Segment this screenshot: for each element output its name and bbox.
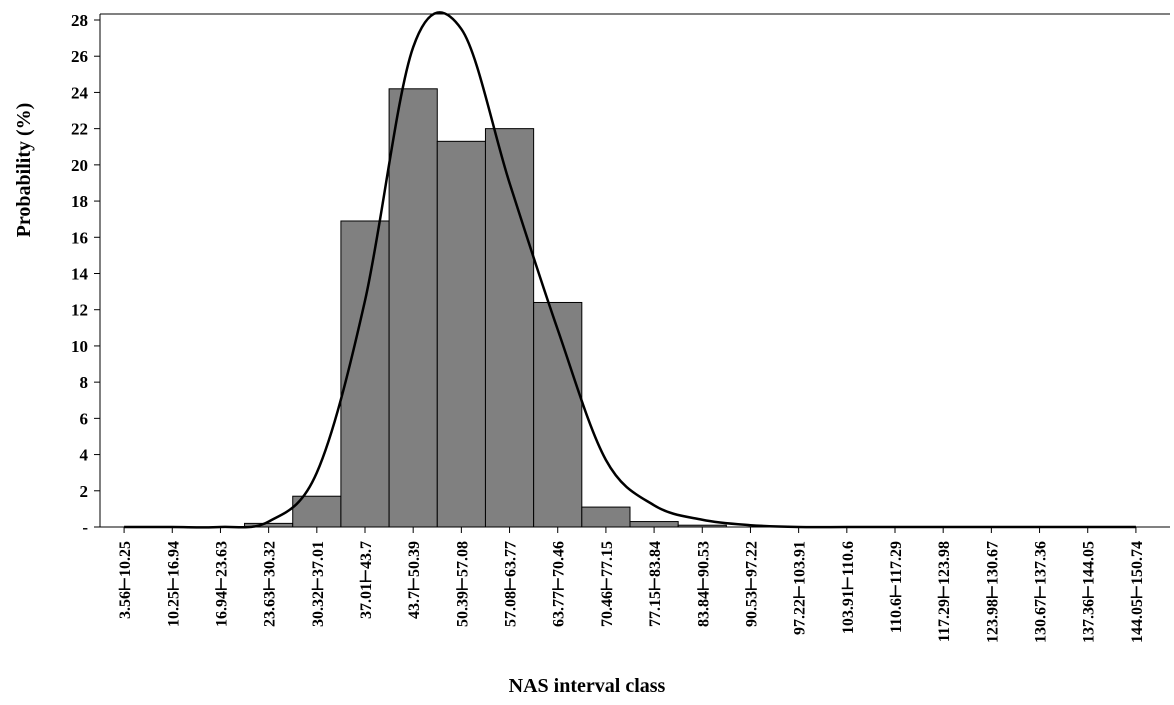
x-tick-label: 50.39⊢57.08 <box>454 541 471 627</box>
x-tick-label: 130.67⊢137.36 <box>1033 541 1050 643</box>
y-axis-title: Probability (%) <box>13 103 35 238</box>
y-tick-label: 26 <box>71 47 88 66</box>
bar <box>629 521 679 528</box>
y-tick-label: 24 <box>71 83 89 102</box>
y-tick-label: 6 <box>80 409 89 428</box>
y-tick-label: 18 <box>71 192 88 211</box>
y-tick-label: 16 <box>71 228 88 247</box>
y-tick-label: 12 <box>71 301 88 320</box>
x-tick-label: 97.22⊢103.91 <box>792 541 809 635</box>
x-tick-label: 90.53⊢97.22 <box>743 541 760 627</box>
x-tick-label: 137.36⊢144.05 <box>1081 541 1098 643</box>
x-tick-label: 10.25⊢16.94 <box>165 541 182 627</box>
y-tick-label: 8 <box>80 373 89 392</box>
bar <box>581 506 631 528</box>
y-tick-label: 4 <box>80 446 89 465</box>
bar <box>388 88 438 528</box>
x-tick-label: 123.98⊢130.67 <box>984 541 1001 643</box>
bar <box>436 140 486 528</box>
bar <box>484 128 535 528</box>
x-tick-label: 117.29⊢123.98 <box>936 541 953 642</box>
bar <box>533 301 583 528</box>
y-tick-label: 14 <box>71 265 89 284</box>
y-tick-label: 22 <box>71 120 88 139</box>
x-tick-label: 30.32⊢37.01 <box>310 541 327 627</box>
x-tick-label: 37.01⊢43.7 <box>358 541 375 619</box>
y-tick-label: 10 <box>71 337 88 356</box>
x-tick-label: 144.05⊢150.74 <box>1129 541 1146 643</box>
fitted-curve <box>124 11 1136 529</box>
x-tick-label: 57.08⊢63.77 <box>503 541 520 627</box>
y-tick-label: 2 <box>80 482 89 501</box>
y-tick-label: 20 <box>71 156 88 175</box>
x-tick-label: 83.84⊢90.53 <box>695 541 712 627</box>
x-tick-label: 103.91⊢110.6 <box>840 541 857 634</box>
x-axis-title: NAS interval class <box>509 675 666 697</box>
x-tick-label: 77.15⊢83.84 <box>647 541 664 627</box>
x-tick-label: 63.77⊢70.46 <box>551 541 568 627</box>
x-tick-label: 16.94⊢23.63 <box>213 541 230 627</box>
x-tick-label: 43.7⊢50.39 <box>406 541 423 619</box>
x-tick-label: 70.46⊢77.15 <box>599 541 616 627</box>
x-tick-label: 23.63⊢30.32 <box>262 541 279 627</box>
x-tick-label: 3.56⊢10.25 <box>117 541 134 619</box>
y-tick-label: 28 <box>71 11 88 30</box>
y-tick-label: - <box>82 518 88 537</box>
x-tick-label: 110.6⊢117.29 <box>888 541 905 633</box>
